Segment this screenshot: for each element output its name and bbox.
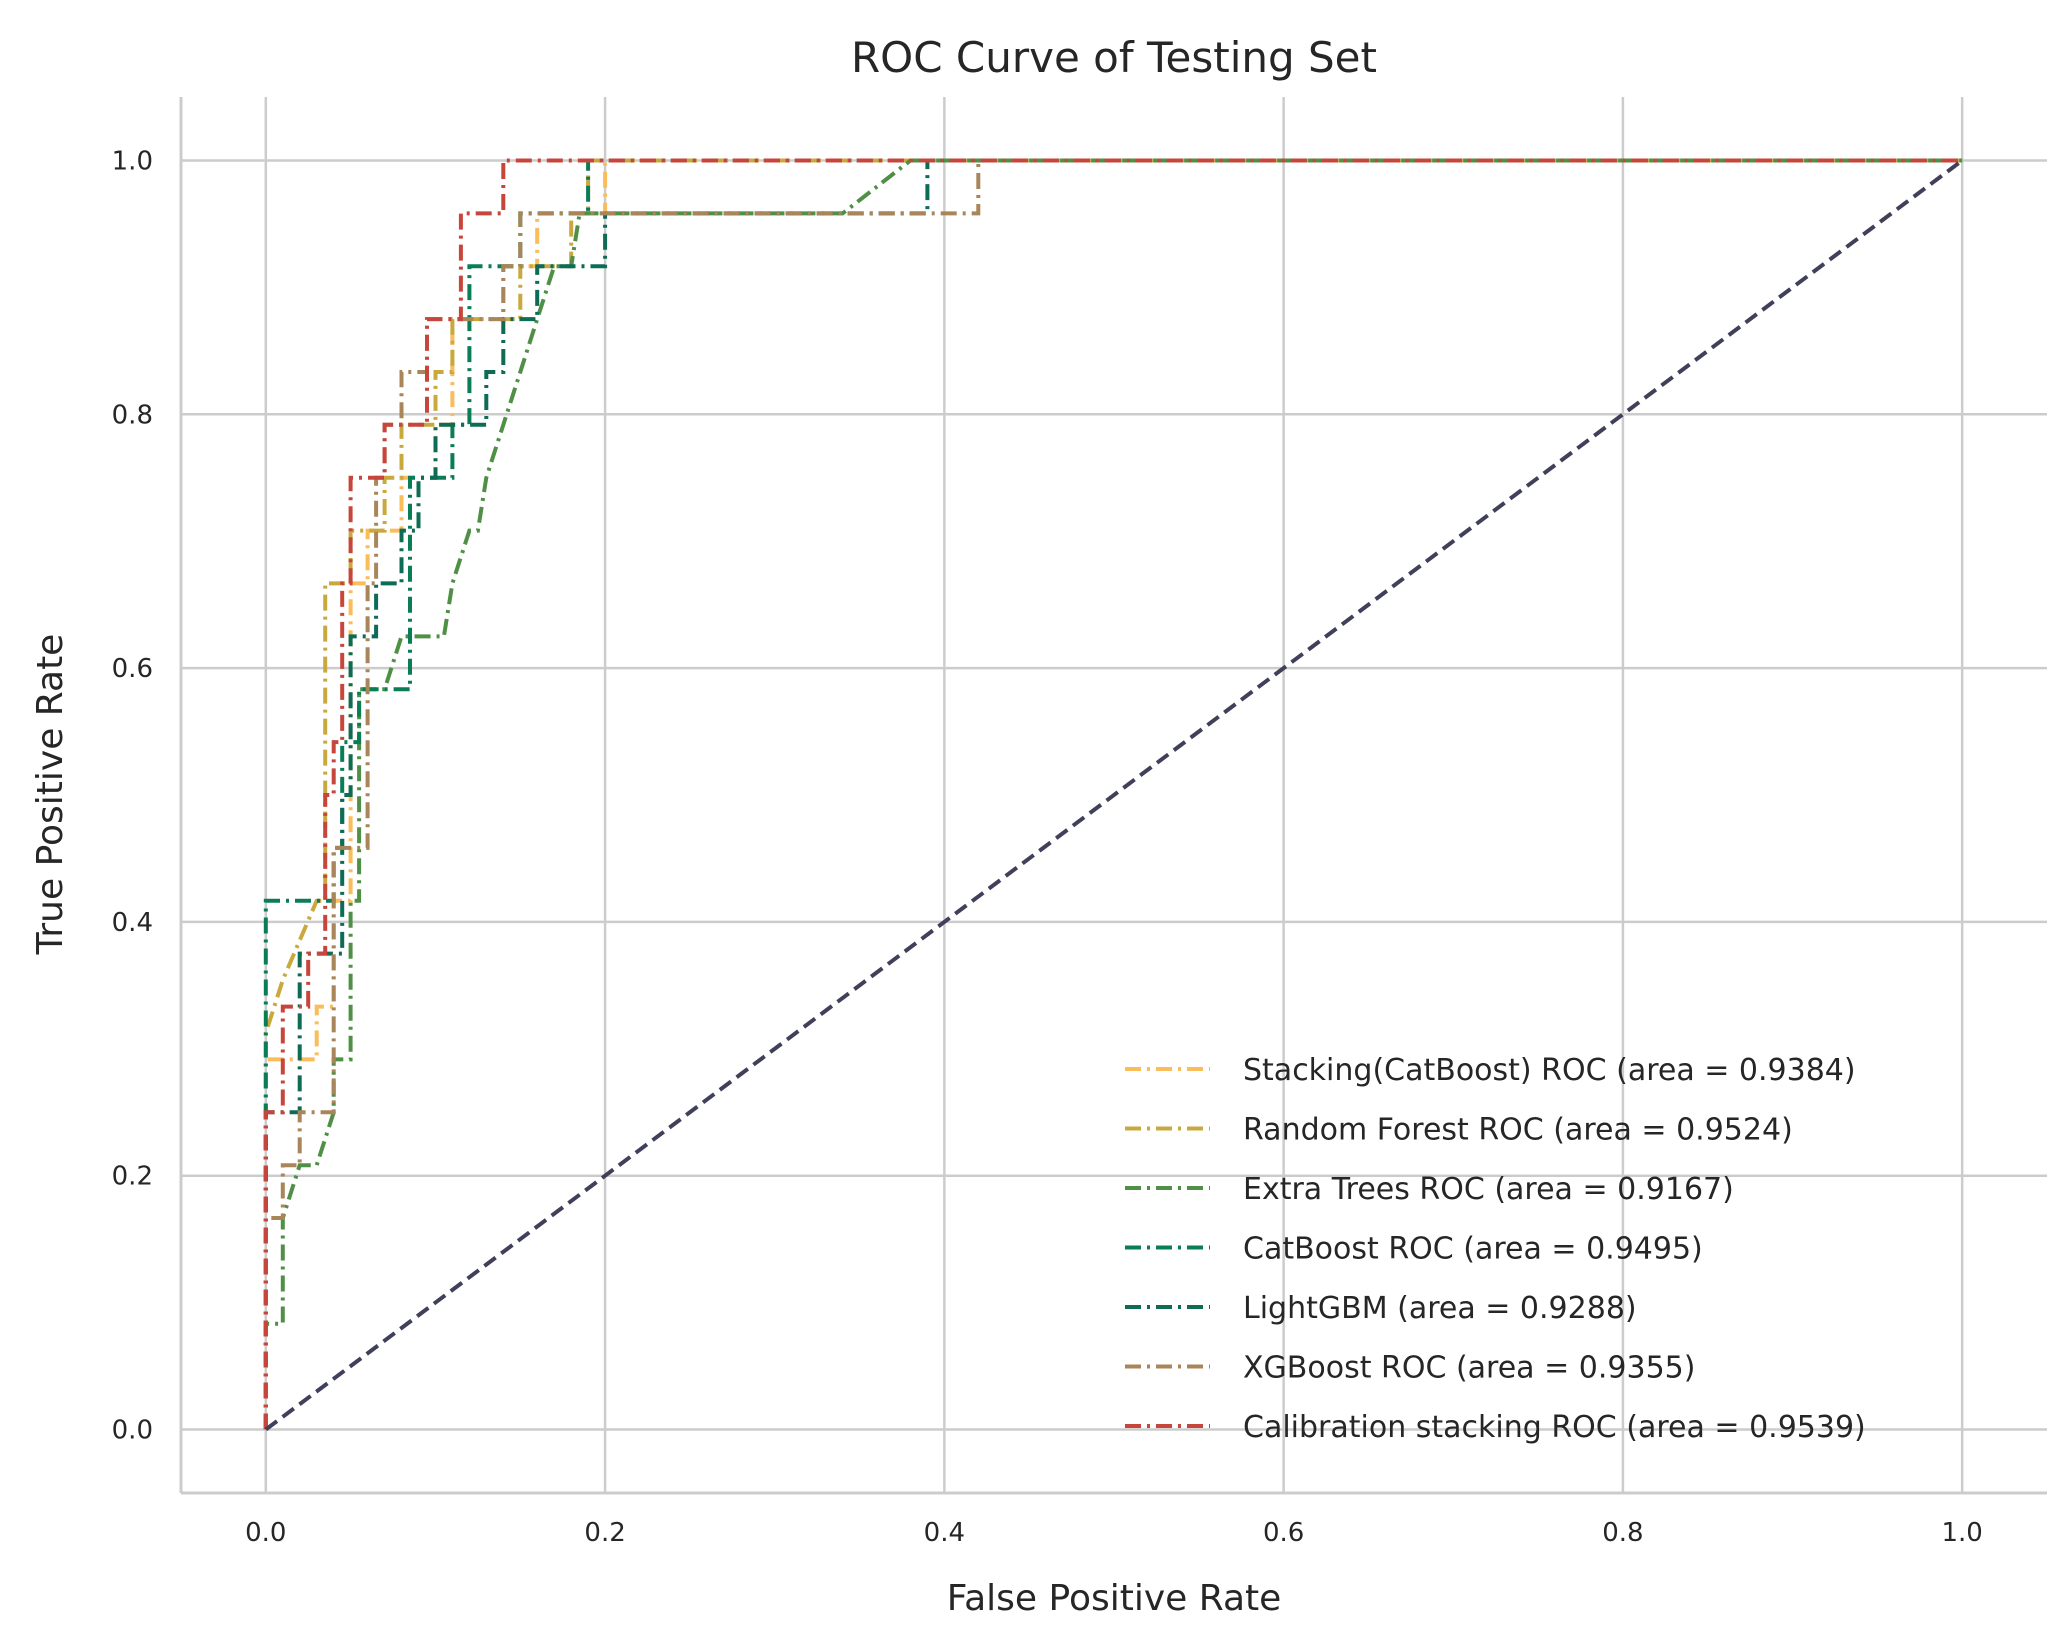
x-tick-label: 0.6 [1263,1518,1304,1548]
series-line-6 [263,158,1963,1430]
tick-labels: 0.0 0.2 0.4 0.6 0.8 1.0 0.0 0.2 0.4 0.6 0.8 1.0 [112,146,1983,1548]
y-tick-label: 0.6 [112,654,153,684]
x-axis-title: False Positive Rate [947,1578,1282,1619]
series-line-2 [263,158,1963,1430]
y-axis-title: True Positive Rate [30,634,71,956]
y-tick-label: 0.2 [112,1162,153,1192]
x-tick-label: 1.0 [1942,1518,1983,1548]
x-tick-label: 0.2 [584,1518,625,1548]
legend-label: Random Forest ROC (area = 0.9524) [1243,1113,1793,1148]
chart-title: ROC Curve of Testing Set [851,33,1377,82]
y-tick-label: 0.0 [112,1416,153,1446]
x-tick-label: 0.4 [924,1518,965,1548]
x-tick-label: 0.0 [245,1518,286,1548]
y-tick-label: 0.8 [112,400,153,430]
grid [181,97,2047,1493]
legend: Stacking(CatBoost) ROC (area = 0.9384) Ra… [1125,1053,1866,1445]
series-line-3 [263,158,1963,1430]
axes-spines [179,97,2047,1495]
legend-label: CatBoost ROC (area = 0.9495) [1243,1232,1703,1267]
legend-label: Stacking(CatBoost) ROC (area = 0.9384) [1243,1053,1856,1088]
chance-diagonal-line [264,158,1964,1432]
y-tick-label: 1.0 [112,146,153,176]
x-tick-label: 0.8 [1602,1518,1643,1548]
y-tick-label: 0.4 [112,908,153,938]
series-line-4 [263,158,1963,1430]
legend-label: Extra Trees ROC (area = 0.9167) [1243,1172,1734,1207]
series-lines [263,158,1964,1432]
legend-label: LightGBM (area = 0.9288) [1243,1291,1637,1326]
legend-label: Calibration stacking ROC (area = 0.9539) [1243,1410,1866,1445]
legend-label: XGBoost ROC (area = 0.9355) [1243,1351,1695,1386]
